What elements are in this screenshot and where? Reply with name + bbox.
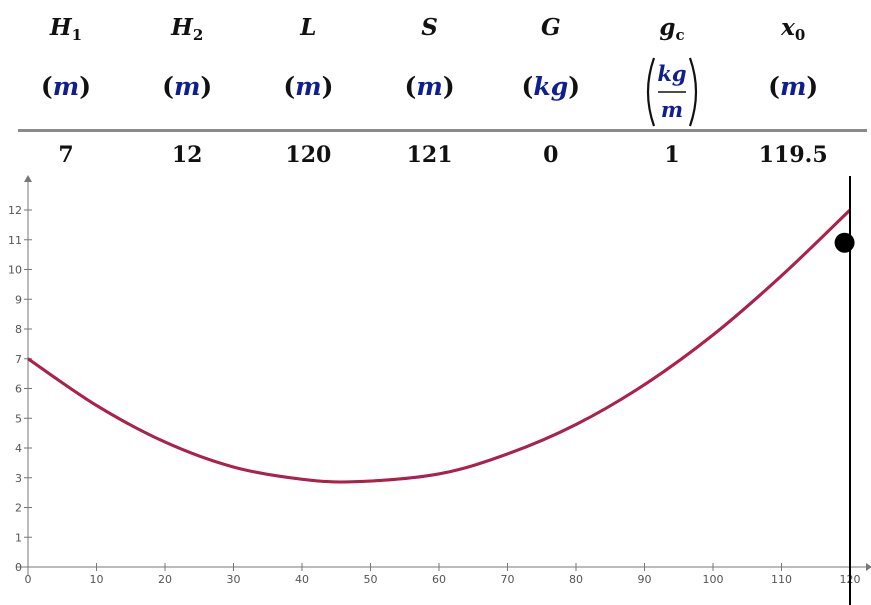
svg-text:kg: kg (657, 61, 686, 86)
x-tick-label: 40 (295, 573, 309, 586)
parameter-table: H1 (m) 7 H2 (m) 12 L (m) 120 S (m) 121 G (kg) 0 gc kg m 1 x… (18, 0, 867, 172)
header-rule (18, 129, 867, 132)
series-line-1 (27, 209, 851, 484)
param-value: 121 (406, 142, 453, 168)
y-tick-label: 3 (15, 472, 22, 485)
param-unit-fraction: kg m (624, 54, 720, 130)
param-unit: (m) (162, 72, 213, 101)
y-tick-label: 12 (8, 204, 22, 217)
y-tick-label: 2 (15, 502, 22, 515)
x-tick-label: 20 (158, 573, 172, 586)
y-tick-label: 5 (15, 412, 22, 425)
series-line-0 (27, 208, 852, 484)
cursor-marker (834, 232, 855, 253)
x-tick-label: 60 (432, 573, 446, 586)
x-tick-label: 80 (569, 573, 583, 586)
param-name: H2 (171, 14, 204, 44)
y-tick-label: 4 (15, 442, 22, 455)
y-tick-label: 7 (15, 353, 22, 366)
x-tick-label: 90 (638, 573, 652, 586)
param-unit: (m) (283, 72, 334, 101)
param-unit: (m) (768, 72, 819, 101)
param-name: H1 (49, 14, 83, 44)
param-value: 119.5 (758, 142, 828, 168)
param-value: 0 (543, 142, 559, 168)
param-value: 12 (171, 142, 203, 168)
param-value: 120 (285, 142, 332, 168)
y-tick-label: 0 (15, 561, 22, 574)
y-tick-label: 8 (15, 323, 22, 336)
y-axis-arrow (24, 175, 32, 182)
y-tick-label: 10 (8, 264, 22, 277)
param-unit: (kg) (521, 72, 581, 101)
y-tick-label: 9 (15, 293, 22, 306)
y-tick-label: 11 (8, 234, 22, 247)
param-name: L (300, 14, 317, 41)
param-unit: (m) (40, 72, 92, 101)
x-tick-label: 110 (771, 573, 792, 586)
param-unit: (m) (404, 72, 455, 101)
param-name: x0 (781, 14, 806, 44)
x-tick-label: 0 (25, 573, 32, 586)
x-axis-arrow (866, 563, 871, 571)
svg-text:m: m (661, 97, 683, 122)
param-name: gc (659, 14, 685, 44)
x-tick-label: 50 (364, 573, 378, 586)
y-tick-label: 6 (15, 383, 22, 396)
x-tick-label: 30 (227, 573, 241, 586)
catenary-plot: 0102030405060708090100110120012345678910… (8, 175, 871, 605)
x-tick-label: 100 (703, 573, 724, 586)
x-tick-label: 10 (90, 573, 104, 586)
param-name: G (540, 14, 561, 41)
param-value: 7 (58, 142, 74, 168)
y-tick-label: 1 (15, 531, 22, 544)
param-name: S (421, 14, 438, 41)
param-value: 1 (664, 142, 680, 168)
x-tick-label: 70 (501, 573, 515, 586)
